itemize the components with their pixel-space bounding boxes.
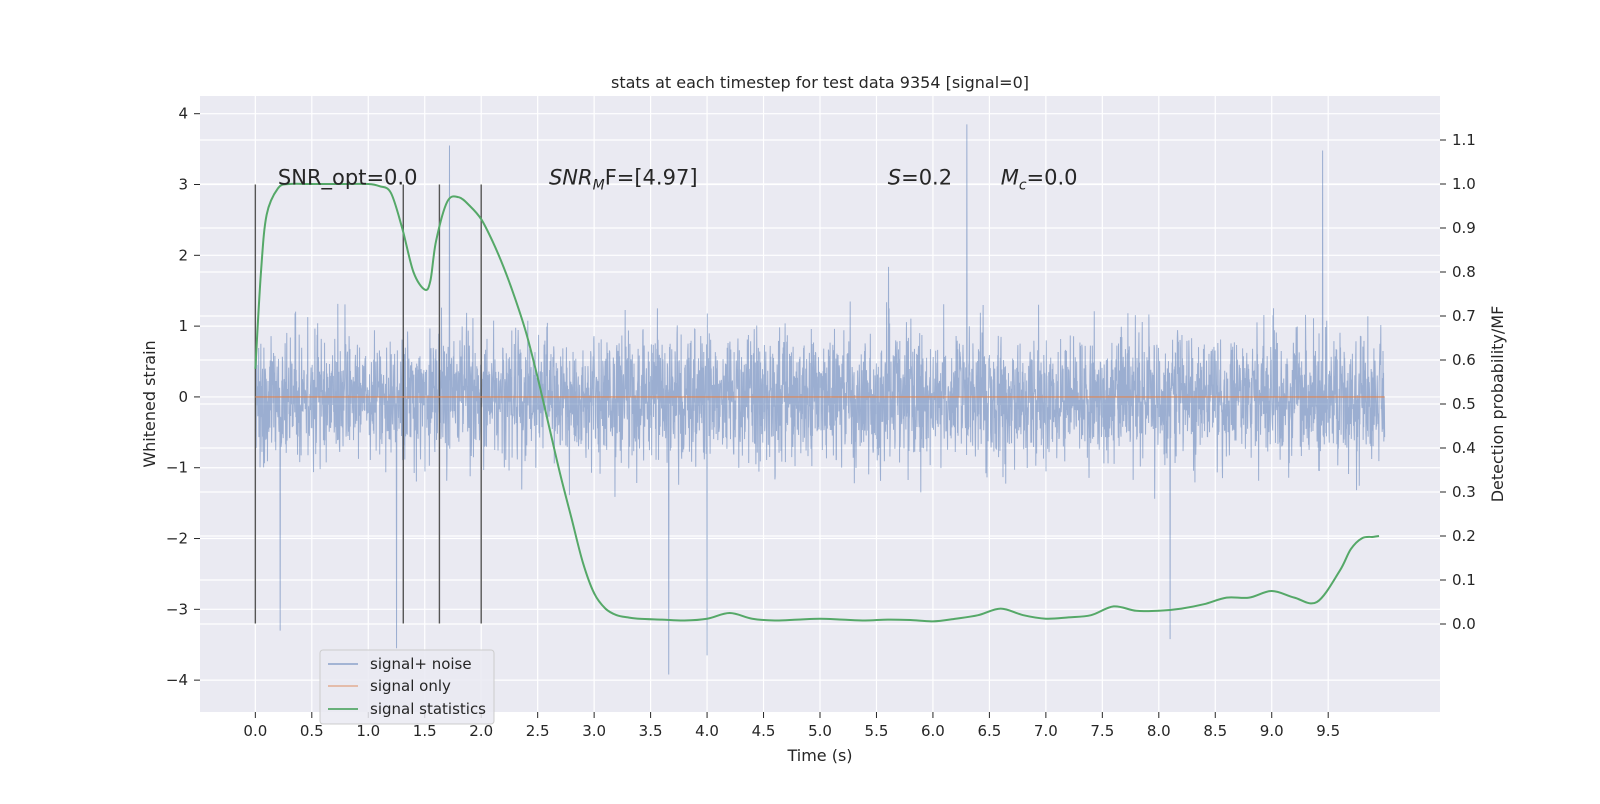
y-right-tick-label: 0.5 [1452, 395, 1476, 413]
legend-label-signal-statistics: signal statistics [370, 700, 486, 718]
x-axis-ticks: 0.0 0.5 1.0 1.5 2.0 2.5 3.0 3.5 4.0 4.5 5.0 5.5 6.0 6… [243, 712, 1340, 740]
y-left-tick-label: −2 [166, 530, 188, 548]
y-right-tick-label: 0.3 [1452, 483, 1476, 501]
y-left-tick-label: −1 [166, 459, 188, 477]
x-tick-label: 4.0 [695, 722, 719, 740]
x-tick-label: 9.0 [1260, 722, 1284, 740]
noise-trace [254, 124, 1386, 675]
legend-box [319, 649, 495, 725]
x-tick-label: 8.5 [1203, 722, 1227, 740]
x-tick-label: 7.0 [1034, 722, 1058, 740]
x-tick-label: 2.5 [526, 722, 550, 740]
y-left-tick-label: 3 [178, 176, 188, 194]
y-left-tick-label: 1 [178, 317, 188, 335]
series-signal-noise [254, 124, 1386, 675]
chart-title: stats at each timestep for test data 935… [611, 73, 1029, 92]
annotation-text: SNRMF=[4.97] [549, 166, 698, 194]
y-right-axis-label: Detection probability/MF [1488, 306, 1507, 503]
x-tick-label: 3.5 [639, 722, 663, 740]
y-right-tick-label: 1.1 [1452, 131, 1476, 149]
y-left-tick-label: −4 [166, 671, 188, 689]
x-tick-label: 0.0 [243, 722, 267, 740]
x-tick-label: 1.5 [413, 722, 437, 740]
y-right-tick-label: 0.2 [1452, 527, 1476, 545]
x-tick-label: 6.5 [977, 722, 1001, 740]
annotation-text: S=0.2 [888, 166, 952, 190]
x-tick-label: 4.5 [752, 722, 776, 740]
y-left-tick-label: 4 [178, 105, 188, 123]
y-right-tick-label: 0.6 [1452, 351, 1476, 369]
y-right-axis-ticks: 0.0 0.1 0.2 0.3 0.4 0.5 0.6 0.7 0.8 0.9 1.0 1.1 [1440, 131, 1476, 633]
y-right-tick-label: 0.9 [1452, 219, 1476, 237]
x-tick-label: 5.5 [865, 722, 889, 740]
x-tick-label: 7.5 [1090, 722, 1114, 740]
signal-statistics-line [254, 182, 1380, 623]
y-right-tick-label: 0.4 [1452, 439, 1476, 457]
y-left-tick-label: −3 [166, 600, 188, 618]
x-tick-label: 8.0 [1147, 722, 1171, 740]
annotation-text: SNR_opt=0.0 [278, 166, 418, 191]
x-tick-label: 5.0 [808, 722, 832, 740]
x-tick-label: 1.0 [356, 722, 380, 740]
annotations: SNR_opt=0.0 SNRMF=[4.97] S=0.2 Mc=0.0 [278, 166, 1078, 194]
y-left-tick-label: 0 [178, 388, 188, 406]
series-signal-statistics [254, 182, 1380, 623]
x-axis-label: Time (s) [786, 746, 852, 765]
y-right-tick-label: 0.8 [1452, 263, 1476, 281]
y-left-tick-label: 2 [178, 246, 188, 264]
y-right-tick-label: 0.7 [1452, 307, 1476, 325]
x-tick-label: 2.0 [469, 722, 493, 740]
legend: signal+ noise signal only signal statist… [319, 649, 495, 725]
y-right-tick-label: 0.1 [1452, 571, 1476, 589]
vertical-markers [254, 184, 482, 624]
y-left-axis-label: Whitened strain [140, 340, 159, 467]
legend-label-signal-noise: signal+ noise [370, 655, 472, 673]
x-tick-label: 0.5 [300, 722, 324, 740]
x-tick-label: 3.0 [582, 722, 606, 740]
y-right-tick-label: 0.0 [1452, 615, 1476, 633]
y-right-tick-label: 1.0 [1452, 175, 1476, 193]
legend-label-signal-only: signal only [370, 677, 451, 695]
annotation-text: Mc=0.0 [1001, 166, 1078, 194]
x-tick-label: 9.5 [1316, 722, 1340, 740]
x-tick-label: 6.0 [921, 722, 945, 740]
y-left-axis-ticks: −4 −3 −2 −1 0 1 2 3 4 [166, 105, 200, 689]
